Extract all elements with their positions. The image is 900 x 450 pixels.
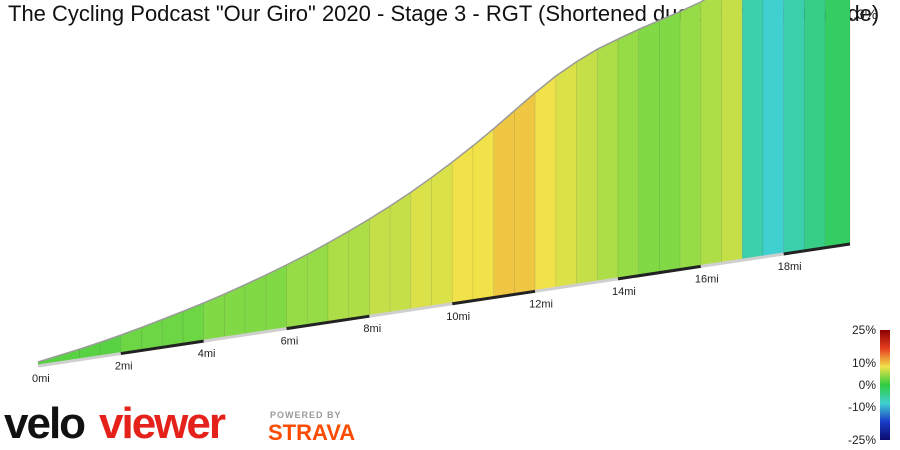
x-tick-label: 16mi: [695, 273, 719, 285]
profile-segment: [472, 128, 495, 301]
profile-segment: [306, 242, 329, 326]
profile-segment: [431, 161, 453, 308]
logo-viewer: viewer: [99, 399, 226, 448]
profile-segment: [369, 205, 391, 317]
x-tick-label: 2mi: [115, 361, 133, 373]
profile-segment: [389, 191, 412, 314]
profile-segment: [514, 92, 536, 295]
profile-segment: [804, 0, 826, 252]
x-tick-label: 4mi: [198, 348, 216, 360]
profile-segment: [679, 1, 702, 270]
profile-segment: [762, 0, 785, 258]
baseline-segment: [452, 289, 536, 306]
legend-label: -10%: [848, 400, 876, 414]
profile-segment: [659, 11, 681, 273]
profile-segment: [161, 310, 184, 348]
profile-segment: [576, 48, 598, 286]
profile-segment: [348, 218, 370, 320]
baseline-segment: [203, 327, 287, 343]
profile-segment: [617, 28, 640, 280]
profile-segment: [741, 0, 764, 261]
baseline-segment: [783, 242, 851, 256]
profile-segment: [327, 230, 350, 323]
x-tick-label: 14mi: [612, 286, 636, 298]
baseline-segment: [120, 339, 204, 356]
baseline-segment: [534, 277, 619, 293]
baseline-segment: [700, 252, 784, 268]
x-tick-label: 18mi: [778, 261, 802, 273]
x-tick-label: 12mi: [529, 298, 553, 310]
gradient-legend: 25% 10% 0% -10% -25%: [848, 323, 890, 447]
baseline-segment: [37, 352, 122, 368]
baseline-segment: [369, 302, 453, 318]
profile-segment: [783, 0, 805, 255]
powered-by-label: POWERED BY: [270, 410, 342, 420]
profile-segment: [265, 264, 287, 333]
legend-label: 10%: [852, 356, 876, 370]
x-tick-label: 0mi: [32, 373, 50, 385]
baseline-segment: [286, 314, 370, 331]
profile-segment: [596, 38, 619, 283]
gradient-legend-bar: [880, 330, 890, 440]
profile-ridge-line: [37, 0, 706, 363]
profile-segment: [721, 0, 743, 264]
x-tick-label: 8mi: [363, 323, 381, 335]
baseline-segment: [617, 264, 702, 281]
strava-label: STRAVA: [268, 420, 355, 445]
profile-segment: [493, 110, 515, 298]
profile-segment: [286, 253, 308, 330]
legend-label: 0%: [859, 378, 877, 392]
logo-velo: velo: [4, 399, 85, 448]
profile-segment: [700, 0, 722, 267]
profile-segment: [534, 75, 557, 292]
profile-segment: [638, 20, 660, 277]
legend-label: 25%: [852, 323, 876, 337]
profile-segment: [555, 61, 577, 289]
profile-segment: [410, 176, 432, 311]
elevation-profile-chart: 0mi 2mi 4mi 6mi 8mi 10mi 12mi 14mi 16mi 18mi: [32, 0, 851, 385]
profile-segment: [824, 0, 851, 249]
profile-segment: [182, 302, 205, 345]
veloviewer-strava-logo: velo viewer POWERED BY STRAVA: [4, 399, 355, 448]
x-tick-label: 10mi: [446, 311, 470, 323]
x-tick-label: 6mi: [281, 336, 299, 348]
legend-label: -25%: [848, 433, 876, 447]
profile-segment: [451, 145, 474, 305]
